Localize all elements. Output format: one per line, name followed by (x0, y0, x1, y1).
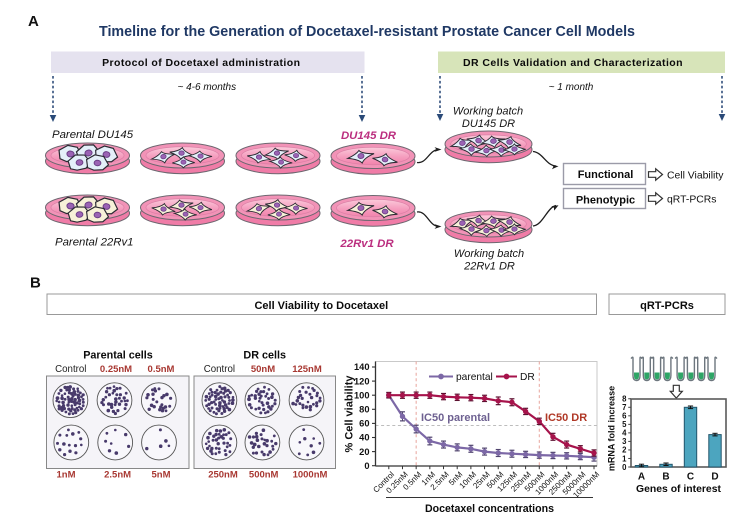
svg-text:120: 120 (354, 376, 370, 386)
svg-text:2: 2 (622, 446, 627, 455)
svg-text:Control: Control (55, 364, 86, 375)
svg-text:DR Cells Validation and Charac: DR Cells Validation and Characterization (463, 57, 683, 69)
svg-text:50nM: 50nM (251, 364, 275, 375)
svg-text:1000nM: 1000nM (293, 470, 328, 481)
svg-text:7: 7 (622, 403, 626, 412)
svg-text:1nM: 1nM (57, 470, 76, 481)
svg-text:B: B (30, 275, 41, 292)
svg-text:500nM: 500nM (249, 470, 279, 481)
svg-text:qRT-PCRs: qRT-PCRs (667, 194, 716, 205)
svg-text:DR: DR (520, 372, 535, 383)
svg-text:5: 5 (622, 420, 627, 429)
svg-text:Parental 22Rv1: Parental 22Rv1 (55, 237, 134, 249)
svg-text:C: C (687, 472, 694, 483)
svg-text:0: 0 (364, 461, 369, 471)
svg-text:100: 100 (354, 390, 370, 400)
svg-text:Parental DU145: Parental DU145 (52, 129, 134, 141)
svg-text:22Rv1 DR: 22Rv1 DR (339, 238, 394, 250)
svg-text:Working batch: Working batch (453, 106, 523, 118)
svg-text:4: 4 (622, 429, 627, 438)
svg-text:Phenotypic: Phenotypic (576, 194, 635, 206)
svg-text:2.5nM: 2.5nM (104, 470, 131, 481)
svg-text:3: 3 (622, 437, 627, 446)
svg-text:parental: parental (456, 372, 493, 383)
svg-text:% Cell viability: % Cell viability (344, 375, 356, 453)
svg-text:5nM: 5nM (152, 470, 171, 481)
svg-text:0.5nM: 0.5nM (148, 364, 175, 375)
svg-text:Functional: Functional (578, 169, 634, 181)
svg-text:A: A (638, 472, 645, 483)
svg-text:Protocol of Docetaxel administ: Protocol of Docetaxel administration (102, 57, 300, 69)
svg-text:0.25nM: 0.25nM (100, 364, 132, 375)
svg-text:40: 40 (359, 433, 369, 443)
svg-text:0: 0 (622, 463, 627, 472)
svg-text:mRNA fold increase: mRNA fold increase (607, 386, 617, 471)
svg-text:125nM: 125nM (292, 364, 322, 375)
svg-text:~ 1 month: ~ 1 month (549, 82, 594, 93)
svg-text:22Rv1 DR: 22Rv1 DR (463, 261, 515, 273)
svg-text:250nM: 250nM (208, 470, 238, 481)
svg-text:80: 80 (359, 405, 369, 415)
svg-text:Working batch: Working batch (454, 248, 524, 260)
svg-text:qRT-PCRs: qRT-PCRs (640, 300, 694, 312)
svg-text:B: B (662, 472, 669, 483)
svg-text:Docetaxel concentrations: Docetaxel concentrations (425, 503, 554, 515)
svg-text:Timeline for the Generation of: Timeline for the Generation of Docetaxel… (99, 24, 635, 40)
svg-text:140: 140 (354, 362, 370, 372)
svg-text:A: A (28, 13, 39, 30)
svg-text:IC50 parental: IC50 parental (421, 412, 490, 424)
svg-text:Cell Viability: Cell Viability (667, 170, 724, 181)
svg-text:60: 60 (359, 419, 369, 429)
svg-text:20: 20 (359, 447, 369, 457)
svg-text:D: D (711, 472, 718, 483)
svg-text:Cell Viability to Docetaxel: Cell Viability to Docetaxel (254, 300, 388, 312)
svg-text:DR cells: DR cells (243, 350, 286, 362)
svg-text:8: 8 (622, 395, 627, 404)
svg-text:Genes of interest: Genes of interest (636, 484, 721, 495)
svg-text:~ 4-6 months: ~ 4-6 months (177, 82, 236, 93)
svg-text:Control: Control (204, 364, 235, 375)
svg-text:IC50 DR: IC50 DR (545, 412, 587, 424)
svg-text:Parental cells: Parental cells (83, 350, 153, 362)
svg-text:6: 6 (622, 412, 627, 421)
svg-text:DU145 DR: DU145 DR (341, 130, 397, 142)
svg-text:DU145 DR: DU145 DR (462, 118, 515, 130)
svg-text:1: 1 (622, 454, 627, 463)
